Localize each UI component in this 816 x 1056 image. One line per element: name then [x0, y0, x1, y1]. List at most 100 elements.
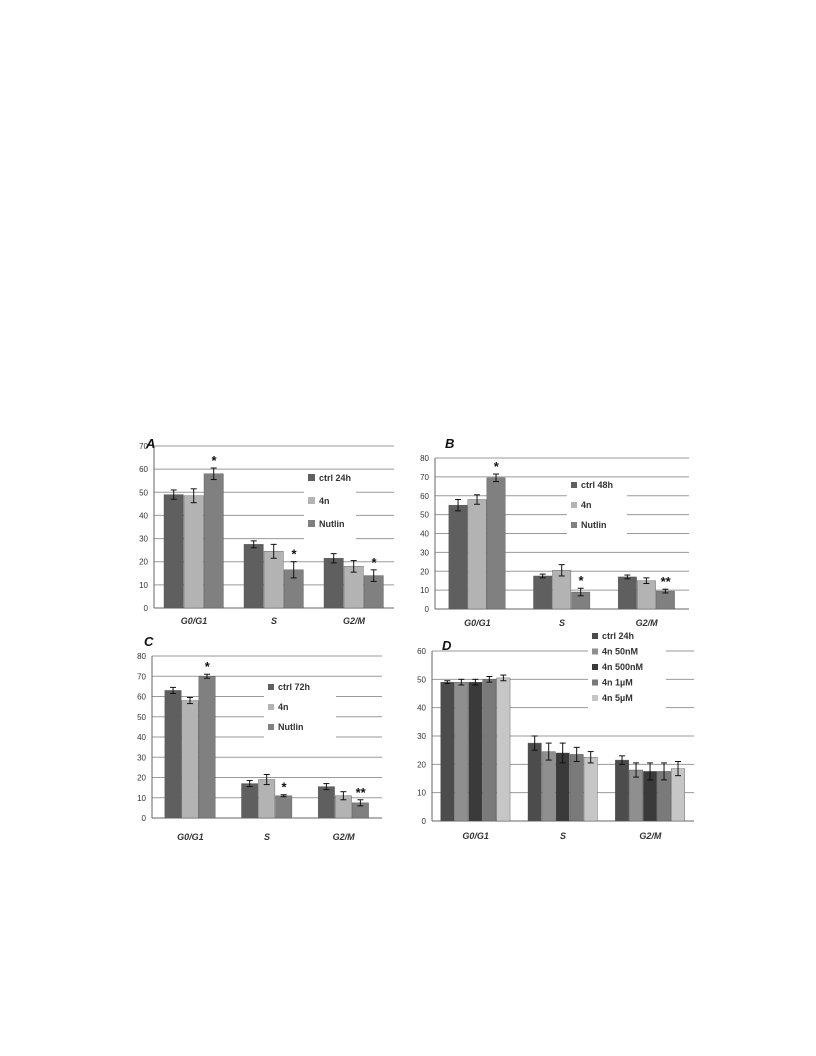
- chart-d-bar-4n-1-m-g0-g1: [482, 679, 497, 822]
- chart-a-legend-label-nutlin: Nutlin: [319, 519, 345, 529]
- chart-a-ytick-label: 0: [144, 604, 149, 613]
- chart-d-legend-swatch-4n-50nm: [592, 648, 598, 655]
- chart-c-category-label-g0-g1: G0/G1: [177, 832, 204, 842]
- chart-c-bar-4n-g0-g1: [181, 700, 199, 819]
- chart-d-legend-label-4n-5-m: 4n 5µM: [602, 693, 633, 703]
- chart-a-bar-4n-s: [263, 551, 284, 609]
- chart-b-ytick-label: 70: [420, 473, 429, 482]
- chart-a-significance-marker: *: [291, 547, 297, 562]
- chart-d-legend-box: [588, 630, 666, 714]
- chart-c-bar-nutlin-g0-g1: [198, 676, 216, 819]
- chart-c-legend-label-ctrl-72h: ctrl 72h: [278, 682, 310, 692]
- chart-c-legend-label-4n: 4n: [278, 702, 289, 712]
- chart-a-panel-label: A: [145, 436, 155, 451]
- chart-d-bar-ctrl-24h-s: [527, 742, 542, 822]
- chart-a-ytick-label: 10: [139, 581, 148, 590]
- chart-c-significance-marker: **: [356, 785, 367, 800]
- chart-b-ytick-label: 30: [420, 548, 429, 557]
- chart-b-category-label-g2-m: G2/M: [636, 618, 659, 628]
- chart-d-category-label-s: S: [560, 831, 566, 841]
- chart-b-ytick-label: 0: [425, 605, 430, 614]
- chart-c-legend-label-nutlin: Nutlin: [278, 722, 304, 732]
- chart-a-ytick-label: 70: [139, 442, 148, 451]
- chart-d-panel-label: D: [442, 638, 452, 653]
- chart-d-legend-label-ctrl-24h: ctrl 24h: [602, 631, 634, 641]
- chart-c-legend-swatch-ctrl-72h: [268, 684, 274, 690]
- chart-a-legend-box: [304, 472, 356, 544]
- chart-d-legend-swatch-4n-500nm: [592, 664, 598, 670]
- chart-d-ytick-label: 10: [417, 789, 426, 798]
- chart-d-bar-ctrl-24h-g2-m: [615, 759, 629, 822]
- chart-d-bar-4n-50nm-s: [541, 751, 556, 822]
- chart-d-ytick-label: 50: [417, 675, 426, 684]
- chart-c-ytick-label: 70: [137, 672, 146, 681]
- chart-b-significance-marker: **: [661, 574, 672, 589]
- chart-d-legend-swatch-4n-1-m: [592, 679, 598, 686]
- chart-d-legend-swatch-4n-5-m: [592, 695, 598, 701]
- chart-d-legend-label-4n-50nm: 4n 50nM: [602, 647, 638, 657]
- chart-d-ytick-label: 30: [417, 732, 426, 741]
- chart-c-category-label-s: S: [264, 832, 270, 842]
- chart-a-significance-marker: *: [371, 555, 377, 570]
- chart-a-ytick-label: 30: [139, 535, 148, 544]
- chart-c-bar-ctrl-72h-g2-m: [317, 786, 335, 819]
- chart-d-category-label-g2-m: G2/M: [639, 831, 662, 841]
- chart-c-panel-label: C: [144, 634, 154, 649]
- chart-d-svg: 0 10 20 30 40 50 60 G0/G1 S G2/M ctrl 24h 4n 50nM 4n…: [417, 630, 694, 841]
- chart-b-bar-4n-g2-m: [636, 580, 656, 610]
- chart-c-ytick-label: 40: [137, 733, 146, 742]
- chart-d-bar-4n-50nm-g2-m: [629, 769, 643, 822]
- chart-b-ytick-label: 50: [420, 511, 429, 520]
- chart-c-ytick-label: 60: [137, 693, 146, 702]
- chart-d-bar-4n-500nm-g0-g1: [468, 681, 483, 822]
- chart-c-bar-ctrl-72h-s: [241, 783, 259, 819]
- chart-c-bar-4n-s: [258, 779, 276, 819]
- chart-b-category-label-s: S: [559, 618, 565, 628]
- chart-b-legend-swatch-ctrl-48h: [571, 482, 577, 488]
- chart-a-category-label-s: S: [271, 616, 277, 626]
- chart-a-bar-nutlin-g0-g1: [203, 473, 224, 609]
- chart-a-svg: 0 10 20 30 40 50 60 70 * * * G0/G1 S G2/M ctrl 24h 4n Nu…: [139, 436, 394, 626]
- chart-b-ytick-label: 40: [420, 530, 429, 539]
- chart-panel-a: 0 10 20 30 40 50 60 70 * * * G0/G1 S G2/M ctrl 24h 4n Nu…: [118, 434, 414, 630]
- chart-a-ytick-label: 50: [139, 488, 148, 497]
- chart-b-legend-label-4n: 4n: [581, 500, 592, 510]
- chart-c-ytick-label: 0: [142, 814, 147, 823]
- chart-d-bar-ctrl-24h-g0-g1: [440, 681, 455, 822]
- chart-b-panel-label: B: [445, 436, 454, 451]
- chart-panel-b: 0 10 20 30 40 50 60 70 80 * * ** G0/G1 S G2/M ctrl 48h 4…: [413, 434, 693, 630]
- chart-b-category-label-g0-g1: G0/G1: [464, 618, 491, 628]
- chart-c-legend-swatch-nutlin: [268, 724, 274, 730]
- chart-b-ytick-label: 80: [420, 454, 429, 463]
- chart-a-category-label-g0-g1: G0/G1: [181, 616, 208, 626]
- chart-b-bar-ctrl-48h-s: [533, 575, 553, 610]
- chart-d-bar-4n-5-m-g0-g1: [496, 677, 511, 822]
- chart-d-ytick-label: 60: [417, 647, 426, 656]
- chart-d-ytick-label: 0: [422, 817, 427, 826]
- chart-d-legend-label-4n-500nm: 4n 500nM: [602, 662, 643, 672]
- chart-a-bar-4n-g0-g1: [183, 495, 204, 609]
- chart-c-legend-swatch-4n: [268, 704, 274, 710]
- chart-c-ytick-label: 50: [137, 713, 146, 722]
- chart-b-bar-4n-g0-g1: [467, 499, 487, 610]
- chart-b-ytick-label: 60: [420, 492, 429, 501]
- chart-b-significance-marker: *: [494, 459, 500, 474]
- chart-b-legend-swatch-4n: [571, 502, 577, 508]
- chart-b-ytick-label: 10: [420, 586, 429, 595]
- chart-a-bar-ctrl-24h-g0-g1: [163, 494, 184, 609]
- chart-c-category-label-g2-m: G2/M: [333, 832, 356, 842]
- chart-b-bar-nutlin-g0-g1: [486, 477, 506, 610]
- chart-b-bar-nutlin-g2-m: [655, 590, 675, 610]
- chart-a-legend-swatch-ctrl-24h: [308, 474, 315, 481]
- chart-b-legend-label-nutlin: Nutlin: [581, 520, 607, 530]
- chart-b-legend-box: [567, 479, 627, 541]
- chart-b-bar-ctrl-48h-g2-m: [617, 576, 637, 610]
- chart-b-legend-label-ctrl-48h: ctrl 48h: [581, 480, 613, 490]
- chart-d-bar-4n-5-m-g2-m: [671, 768, 685, 822]
- chart-d-legend-swatch-ctrl-24h: [592, 633, 598, 639]
- chart-d-bar-4n-5-m-s: [583, 757, 598, 822]
- chart-a-ytick-label: 40: [139, 511, 148, 520]
- chart-panel-c: 0 10 20 30 40 50 60 70 80 * * ** G0/G1 S G2/M ctrl 72h 4…: [118, 630, 396, 844]
- chart-a-legend-swatch-nutlin: [308, 520, 315, 527]
